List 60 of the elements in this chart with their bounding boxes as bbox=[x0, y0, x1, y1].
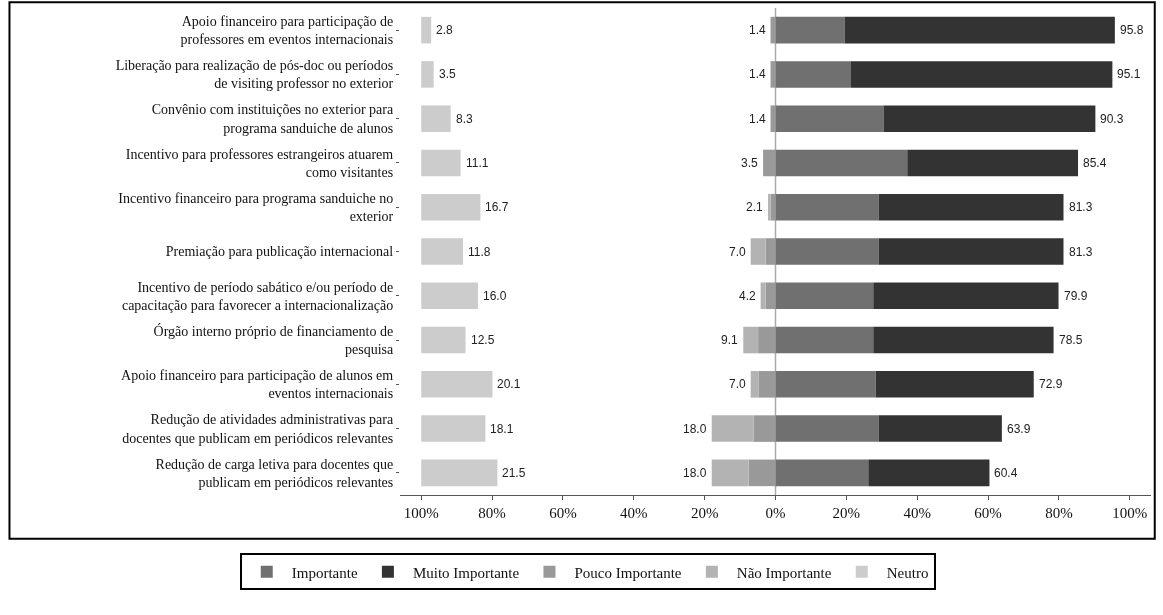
y-tick-label: Liberação para realização de pós-doc ou períodos de visiting professor no exterior bbox=[115, 58, 394, 92]
data-label: 2.8 bbox=[436, 23, 454, 37]
annotation: 18.0 bbox=[683, 422, 707, 436]
x-tick-label: 20% bbox=[690, 505, 719, 521]
annotation: 63.9 bbox=[1007, 422, 1031, 436]
data-label: 3.5 bbox=[439, 67, 457, 81]
x-tick-label: 40% bbox=[620, 505, 648, 521]
x-tick-label: 80% bbox=[478, 505, 506, 521]
annotation: 1.4 bbox=[749, 112, 767, 126]
y-tick-label: Apoio financeiro para participação de professores em eventos internacionais bbox=[180, 13, 394, 48]
annotation: 95.1 bbox=[1117, 67, 1141, 81]
annotation: 81.3 bbox=[1069, 200, 1093, 214]
y-tick-label: Apoio financeiro para participação de alunos em eventos internacionais bbox=[121, 368, 394, 402]
y-tick-label: Órgão interno próprio de financiamento de pesquisa bbox=[153, 322, 394, 358]
x-tick-label: 100% bbox=[403, 505, 439, 521]
data-label: 21.5 bbox=[502, 466, 526, 480]
data-label: 16.7 bbox=[485, 200, 509, 214]
y-tick-label: Incentivo financeiro para programa sanduiche no exterior bbox=[118, 191, 394, 225]
data-label: 18.1 bbox=[490, 422, 514, 436]
x-tick-label: 60% bbox=[974, 505, 1002, 521]
data-label: 20.1 bbox=[497, 377, 521, 391]
annotation: 79.9 bbox=[1064, 289, 1088, 303]
annotation: 7.0 bbox=[729, 245, 747, 259]
annotation: 1.4 bbox=[749, 67, 767, 81]
data-label: 11.8 bbox=[468, 245, 491, 259]
annotation: 60.4 bbox=[994, 466, 1018, 480]
annotation: 72.9 bbox=[1039, 377, 1063, 391]
annotation: 1.4 bbox=[749, 23, 767, 37]
annotation: 3.5 bbox=[741, 156, 759, 170]
annotation: 2.1 bbox=[746, 200, 764, 214]
annotation: 85.4 bbox=[1083, 156, 1107, 170]
y-tick-label: Redução de carga letiva para docentes que publicam em periódicos relevantes bbox=[155, 456, 394, 490]
y-tick-label: Convênio com instituições no exterior para programa sanduiche de alunos bbox=[151, 102, 394, 136]
x-tick-label: 80% bbox=[1045, 505, 1073, 521]
x-tick-label: 20% bbox=[832, 505, 861, 521]
x-tick-label: 100% bbox=[1112, 505, 1148, 521]
y-tick-label: Premiação para publicação internacional bbox=[165, 244, 394, 260]
data-label: 8.3 bbox=[456, 112, 474, 126]
y-tick-label: Incentivo para professores estrangeiros atuarem como visitantes bbox=[125, 146, 394, 180]
annotation: 81.3 bbox=[1069, 245, 1093, 259]
annotation: 90.3 bbox=[1100, 112, 1124, 126]
annotation: 9.1 bbox=[721, 333, 739, 347]
annotation: 78.5 bbox=[1059, 333, 1083, 347]
annotation: 4.2 bbox=[739, 289, 757, 303]
annotation: 7.0 bbox=[729, 377, 747, 391]
legend-label: Neutro bbox=[886, 564, 929, 581]
legend-label: Importante bbox=[291, 564, 358, 581]
y-tick-label: Redução de atividades administrativas para docentes que publicam em periódicos relevantes bbox=[122, 412, 394, 446]
annotation: 18.0 bbox=[683, 466, 707, 480]
legend-label: Não Importante bbox=[736, 564, 832, 581]
x-tick-label: 60% bbox=[549, 505, 577, 521]
x-tick-label: 0% bbox=[765, 505, 786, 521]
legend-label: Muito Importante bbox=[412, 564, 520, 581]
x-tick-label: 40% bbox=[903, 505, 931, 521]
data-label: 11.1 bbox=[466, 156, 489, 170]
legend-label: Pouco Importante bbox=[574, 564, 682, 581]
annotation: 95.8 bbox=[1120, 23, 1144, 37]
y-tick-label: Incentivo de período sabático e/ou período de capacitação para favorecer a internacionalização bbox=[121, 279, 394, 313]
data-label: 12.5 bbox=[471, 333, 495, 347]
data-label: 16.0 bbox=[483, 289, 507, 303]
